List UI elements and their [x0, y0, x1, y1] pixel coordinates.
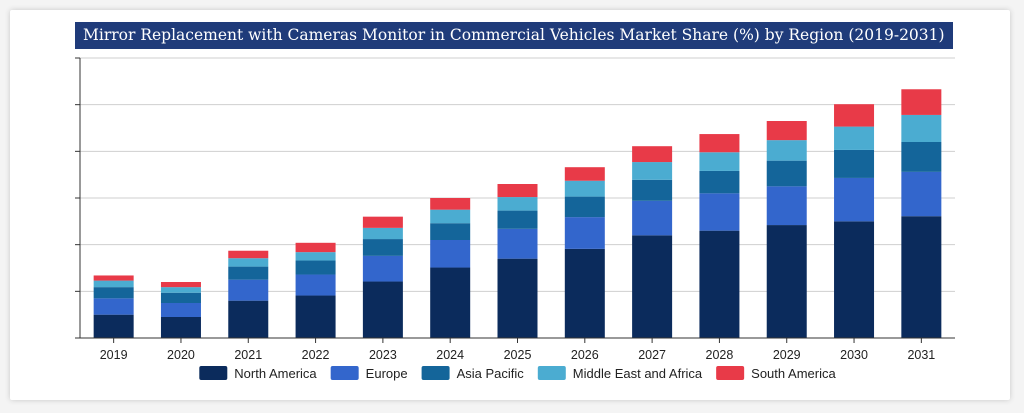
legend: North America Europe Asia Pacific Middle Ea…: [199, 366, 836, 381]
bar-asia-pacific-2026: [564, 196, 605, 218]
bar-north-america-2019: [93, 314, 134, 338]
bar-south-america-2028: [699, 134, 740, 153]
legend-swatch: [716, 366, 745, 380]
x-tick-labels: 2019 2020 2021 2022 2023 2024 2025 2026 2027 2028…: [100, 348, 936, 362]
bar-north-america-2021: [228, 300, 269, 338]
legend-item-asia-pacific: Asia Pacific: [421, 366, 525, 381]
bar-asia-pacific-2030: [834, 149, 875, 178]
legend-swatch: [199, 366, 228, 380]
x-tick-label: 2020: [167, 348, 195, 362]
bar-asia-pacific-2029: [766, 160, 807, 187]
bar-south-america-2021: [228, 250, 269, 259]
bar-middle-east-and-africa-2019: [93, 280, 134, 288]
legend-swatch: [537, 366, 566, 380]
bar-middle-east-and-africa-2022: [295, 252, 336, 261]
x-tick-label: 2029: [773, 348, 801, 362]
bar-middle-east-and-africa-2031: [901, 114, 942, 142]
bar-middle-east-and-africa-2025: [497, 197, 538, 211]
legend-label: Middle East and Africa: [573, 366, 703, 381]
bar-europe-2029: [766, 186, 807, 226]
bar-middle-east-and-africa-2023: [362, 227, 403, 240]
x-tick-label: 2026: [571, 348, 599, 362]
bar-south-america-2022: [295, 242, 336, 253]
bar-middle-east-and-africa-2021: [228, 258, 269, 267]
bar-europe-2027: [632, 200, 673, 236]
bar-middle-east-and-africa-2026: [564, 180, 605, 197]
bar-north-america-2027: [632, 235, 673, 338]
bar-asia-pacific-2028: [699, 170, 740, 194]
bar-asia-pacific-2024: [430, 223, 471, 240]
bar-north-america-2030: [834, 221, 875, 338]
legend-item-south-america: South America: [716, 366, 836, 381]
bar-europe-2019: [93, 298, 134, 315]
bar-south-america-2025: [497, 184, 538, 198]
legend-label: South America: [751, 366, 836, 381]
x-tick-label: 2031: [907, 348, 935, 362]
bar-asia-pacific-2025: [497, 210, 538, 229]
x-tick-label: 2023: [369, 348, 397, 362]
bar-asia-pacific-2023: [362, 239, 403, 256]
bar-south-america-2027: [632, 146, 673, 163]
x-tick-label: 2025: [504, 348, 532, 362]
x-tick-label: 2019: [100, 348, 128, 362]
bar-north-america-2026: [564, 248, 605, 338]
bar-north-america-2024: [430, 267, 471, 338]
bar-south-america-2024: [430, 198, 471, 210]
bar-south-america-2029: [766, 121, 807, 141]
x-tick-label: 2030: [840, 348, 868, 362]
bar-europe-2031: [901, 171, 942, 217]
bar-asia-pacific-2031: [901, 142, 942, 172]
x-tick-label: 2028: [706, 348, 734, 362]
bar-asia-pacific-2020: [160, 292, 201, 303]
bar-north-america-2031: [901, 216, 942, 338]
bar-north-america-2020: [160, 317, 201, 338]
bar-north-america-2028: [699, 230, 740, 338]
bar-north-america-2023: [362, 281, 403, 338]
bar-middle-east-and-africa-2030: [834, 126, 875, 150]
bar-europe-2022: [295, 274, 336, 296]
chart-title: Mirror Replacement with Cameras Monitor …: [75, 22, 953, 49]
bar-south-america-2030: [834, 104, 875, 127]
bar-europe-2025: [497, 228, 538, 259]
bars: [93, 89, 942, 338]
bar-middle-east-and-africa-2024: [430, 209, 471, 224]
legend-item-north-america: North America: [199, 366, 317, 381]
bar-south-america-2031: [901, 89, 942, 115]
bar-north-america-2025: [497, 258, 538, 338]
bar-north-america-2029: [766, 225, 807, 338]
x-tick-label: 2024: [436, 348, 464, 362]
bar-europe-2020: [160, 303, 201, 317]
axes: [75, 57, 955, 343]
bar-middle-east-and-africa-2029: [766, 140, 807, 161]
legend-label: Europe: [366, 366, 408, 381]
bar-north-america-2022: [295, 295, 336, 338]
bar-middle-east-and-africa-2028: [699, 152, 740, 171]
bar-middle-east-and-africa-2027: [632, 162, 673, 180]
bar-asia-pacific-2021: [228, 266, 269, 280]
bar-europe-2024: [430, 240, 471, 268]
bar-south-america-2019: [93, 275, 134, 281]
x-tick-label: 2022: [302, 348, 330, 362]
x-tick-label: 2027: [638, 348, 666, 362]
bar-middle-east-and-africa-2020: [160, 287, 201, 293]
bar-europe-2028: [699, 193, 740, 231]
bar-europe-2030: [834, 177, 875, 222]
legend-label: Asia Pacific: [457, 366, 525, 381]
legend-item-europe: Europe: [330, 366, 408, 381]
bar-asia-pacific-2022: [295, 260, 336, 275]
bar-south-america-2023: [362, 216, 403, 228]
x-tick-label: 2021: [234, 348, 262, 362]
bar-europe-2023: [362, 255, 403, 282]
legend-swatch: [421, 366, 450, 380]
bar-asia-pacific-2019: [93, 287, 134, 299]
bar-europe-2026: [564, 217, 605, 249]
bar-asia-pacific-2027: [632, 179, 673, 201]
bar-south-america-2020: [160, 282, 201, 288]
bar-south-america-2026: [564, 167, 605, 181]
bar-europe-2021: [228, 279, 269, 301]
legend-swatch: [330, 366, 359, 380]
legend-label: North America: [234, 366, 317, 381]
legend-item-middle-east-and-africa: Middle East and Africa: [537, 366, 703, 381]
